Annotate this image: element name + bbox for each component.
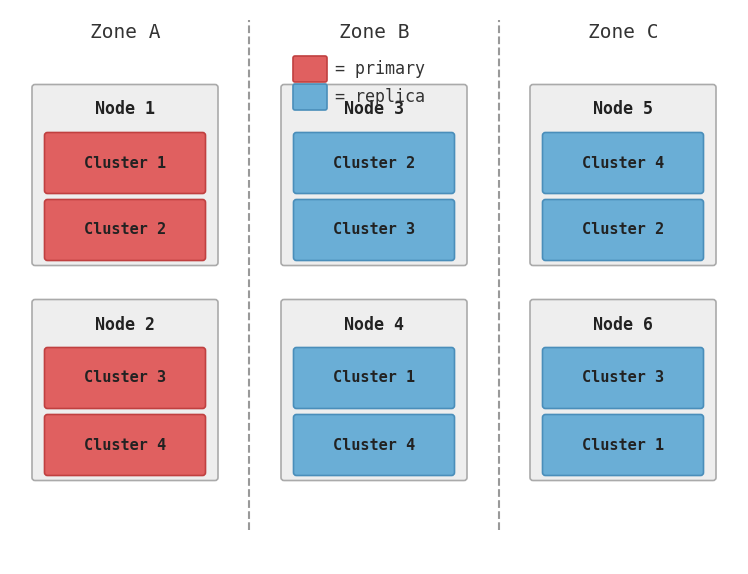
FancyBboxPatch shape bbox=[293, 56, 327, 82]
Text: Node 3: Node 3 bbox=[344, 100, 404, 118]
Text: Cluster 2: Cluster 2 bbox=[582, 223, 664, 238]
Text: = primary: = primary bbox=[335, 60, 425, 78]
Text: Cluster 3: Cluster 3 bbox=[84, 370, 166, 386]
FancyBboxPatch shape bbox=[542, 200, 704, 261]
Text: Cluster 1: Cluster 1 bbox=[84, 156, 166, 170]
FancyBboxPatch shape bbox=[542, 347, 704, 409]
Text: Node 2: Node 2 bbox=[95, 316, 155, 333]
Text: Cluster 2: Cluster 2 bbox=[84, 223, 166, 238]
Text: Node 6: Node 6 bbox=[593, 316, 653, 333]
FancyBboxPatch shape bbox=[530, 300, 716, 480]
FancyBboxPatch shape bbox=[281, 300, 467, 480]
FancyBboxPatch shape bbox=[293, 200, 455, 261]
FancyBboxPatch shape bbox=[293, 414, 455, 475]
Text: Cluster 3: Cluster 3 bbox=[333, 223, 415, 238]
Text: Cluster 1: Cluster 1 bbox=[582, 437, 664, 452]
Text: Cluster 4: Cluster 4 bbox=[582, 156, 664, 170]
Text: Cluster 2: Cluster 2 bbox=[333, 156, 415, 170]
FancyBboxPatch shape bbox=[542, 414, 704, 475]
FancyBboxPatch shape bbox=[44, 414, 206, 475]
Text: Node 5: Node 5 bbox=[593, 100, 653, 118]
Text: Zone A: Zone A bbox=[90, 22, 160, 41]
Text: Zone B: Zone B bbox=[339, 22, 409, 41]
FancyBboxPatch shape bbox=[32, 300, 218, 480]
Text: Cluster 1: Cluster 1 bbox=[333, 370, 415, 386]
Text: Node 4: Node 4 bbox=[344, 316, 404, 333]
Text: Cluster 4: Cluster 4 bbox=[84, 437, 166, 452]
FancyBboxPatch shape bbox=[542, 133, 704, 193]
FancyBboxPatch shape bbox=[530, 84, 716, 266]
Text: Node 1: Node 1 bbox=[95, 100, 155, 118]
Text: Cluster 3: Cluster 3 bbox=[582, 370, 664, 386]
FancyBboxPatch shape bbox=[293, 347, 455, 409]
FancyBboxPatch shape bbox=[293, 84, 327, 110]
Text: = replica: = replica bbox=[335, 88, 425, 106]
FancyBboxPatch shape bbox=[44, 133, 206, 193]
FancyBboxPatch shape bbox=[32, 84, 218, 266]
FancyBboxPatch shape bbox=[44, 200, 206, 261]
FancyBboxPatch shape bbox=[44, 347, 206, 409]
FancyBboxPatch shape bbox=[281, 84, 467, 266]
Text: Cluster 4: Cluster 4 bbox=[333, 437, 415, 452]
Text: Zone C: Zone C bbox=[588, 22, 658, 41]
FancyBboxPatch shape bbox=[293, 133, 455, 193]
